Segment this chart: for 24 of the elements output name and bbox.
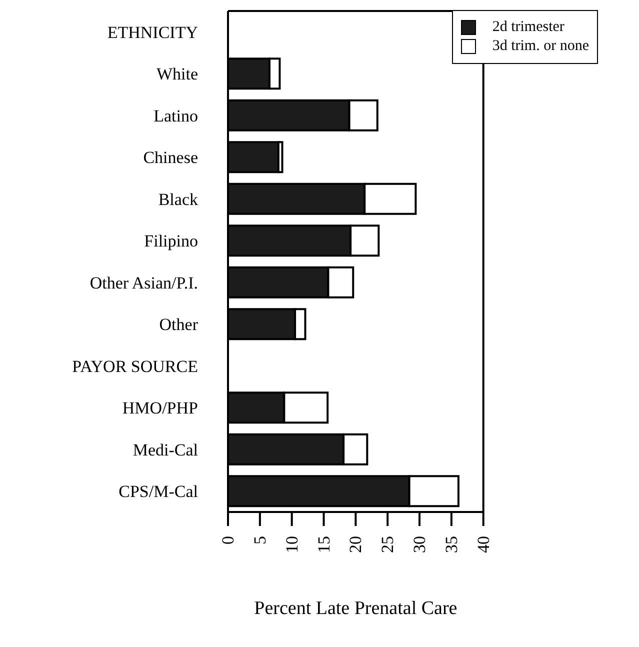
- x-tick-label: 10: [282, 536, 302, 553]
- y-tick-label: Medi-Cal: [132, 440, 198, 460]
- y-tick-label: PAYOR SOURCE: [72, 356, 198, 376]
- x-tick-label: 25: [378, 536, 398, 553]
- y-tick-label: Filipino: [144, 232, 198, 251]
- y-tick-label: ETHNICITY: [107, 22, 198, 42]
- x-tick-label: 40: [474, 536, 493, 553]
- y-tick-label: Black: [158, 190, 198, 209]
- x-tick-label: 20: [346, 536, 366, 553]
- y-tick-label: Other Asian/P.I.: [90, 273, 198, 292]
- x-tick-label: 0: [218, 536, 238, 544]
- y-tick-label: White: [156, 64, 198, 84]
- y-tick-label: Other: [159, 315, 198, 334]
- x-axis-title: Percent Late Prenatal Care: [254, 598, 458, 619]
- x-tick-label: 30: [410, 536, 430, 553]
- x-tick-label: 15: [314, 536, 334, 553]
- y-tick-label: Latino: [154, 106, 198, 126]
- legend-label: 2d trimester: [492, 19, 564, 36]
- y-tick-label: Chinese: [143, 148, 198, 168]
- y-tick-label: HMO/PHP: [122, 398, 198, 418]
- legend-label: 3d trim. or none: [492, 38, 589, 55]
- x-tick-label: 5: [250, 536, 270, 544]
- x-tick-label: 35: [442, 536, 461, 553]
- y-tick-label: CPS/M-Cal: [118, 482, 198, 502]
